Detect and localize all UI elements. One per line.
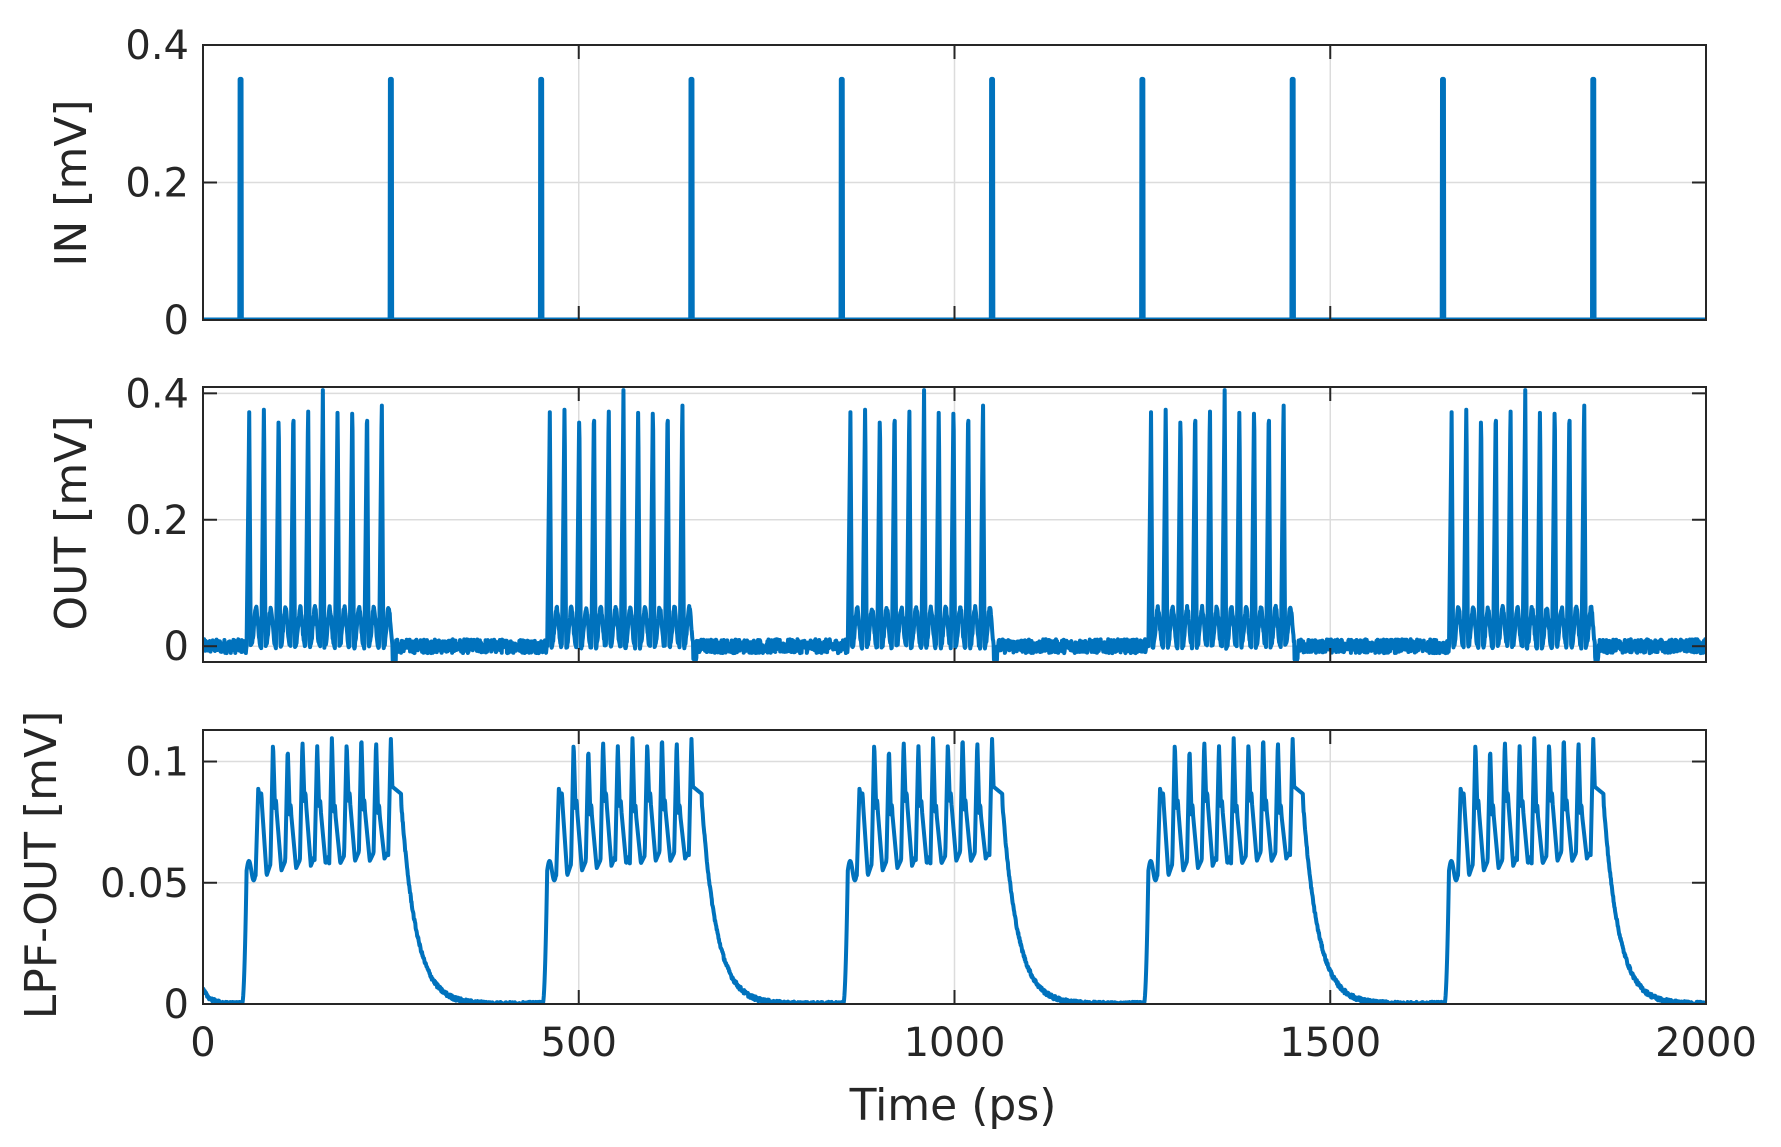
- output-panel-axes: [202, 386, 1707, 663]
- input-panel-ytick-label-1: 0.2: [125, 161, 189, 207]
- lpf-output-panel-xtick-label-0: 0: [190, 1020, 215, 1066]
- lpf-output-panel-xtick-label-2: 1000: [904, 1020, 1006, 1066]
- output-panel-traces: [203, 388, 1706, 662]
- lpf-output-panel-series-line: [203, 736, 1706, 1004]
- input-panel-ytick-label-2: 0.4: [125, 23, 189, 69]
- input-panel-ylabel: IN [mV]: [46, 99, 97, 266]
- lpf-output-panel-ytick-label-1: 0.05: [100, 861, 189, 907]
- output-panel-ytick-label-2: 0.4: [125, 371, 189, 417]
- input-panel-traces: [203, 76, 1706, 320]
- lpf-output-panel-axes: [202, 729, 1707, 1005]
- output-panel-series-line: [203, 388, 1706, 662]
- lpf-output-panel-xtick-labels: 0 500 1000 1500 2000: [190, 1020, 1757, 1066]
- lpf-output-panel-xtick-label-4: 2000: [1655, 1020, 1757, 1066]
- input-panel-axes: [202, 44, 1707, 321]
- output-panel-ytick-label-0: 0: [164, 624, 189, 670]
- lpf-output-panel: 0 0.05 0.1 0 500 1000 1500 2000 LPF-OUT [mV] T…: [16, 711, 1757, 1131]
- lpf-output-panel-ytick-label-0: 0: [164, 982, 189, 1028]
- output-panel-ylabel: OUT [mV]: [46, 416, 97, 631]
- lpf-output-panel-ylabel: LPF-OUT [mV]: [16, 711, 67, 1019]
- input-panel: 0 0.2 0.4 IN [mV]: [46, 23, 1707, 344]
- lpf-output-panel-xtick-label-3: 1500: [1279, 1020, 1381, 1066]
- output-panel: 0 0.2 0.4 OUT [mV]: [46, 371, 1707, 670]
- lpf-output-panel-ytick-labels: 0 0.05 0.1: [100, 740, 189, 1028]
- lpf-output-panel-xtick-label-1: 500: [541, 1020, 617, 1066]
- input-panel-series-line: [203, 76, 1706, 320]
- input-panel-ytick-label-0: 0: [164, 298, 189, 344]
- output-panel-ytick-labels: 0 0.2 0.4: [125, 371, 189, 670]
- input-panel-ytick-labels: 0 0.2 0.4: [125, 23, 189, 344]
- output-panel-ytick-label-1: 0.2: [125, 498, 189, 544]
- x-axis-label: Time (ps): [849, 1080, 1057, 1131]
- lpf-output-panel-traces: [203, 736, 1706, 1004]
- lpf-output-panel-ytick-label-2: 0.1: [125, 740, 189, 786]
